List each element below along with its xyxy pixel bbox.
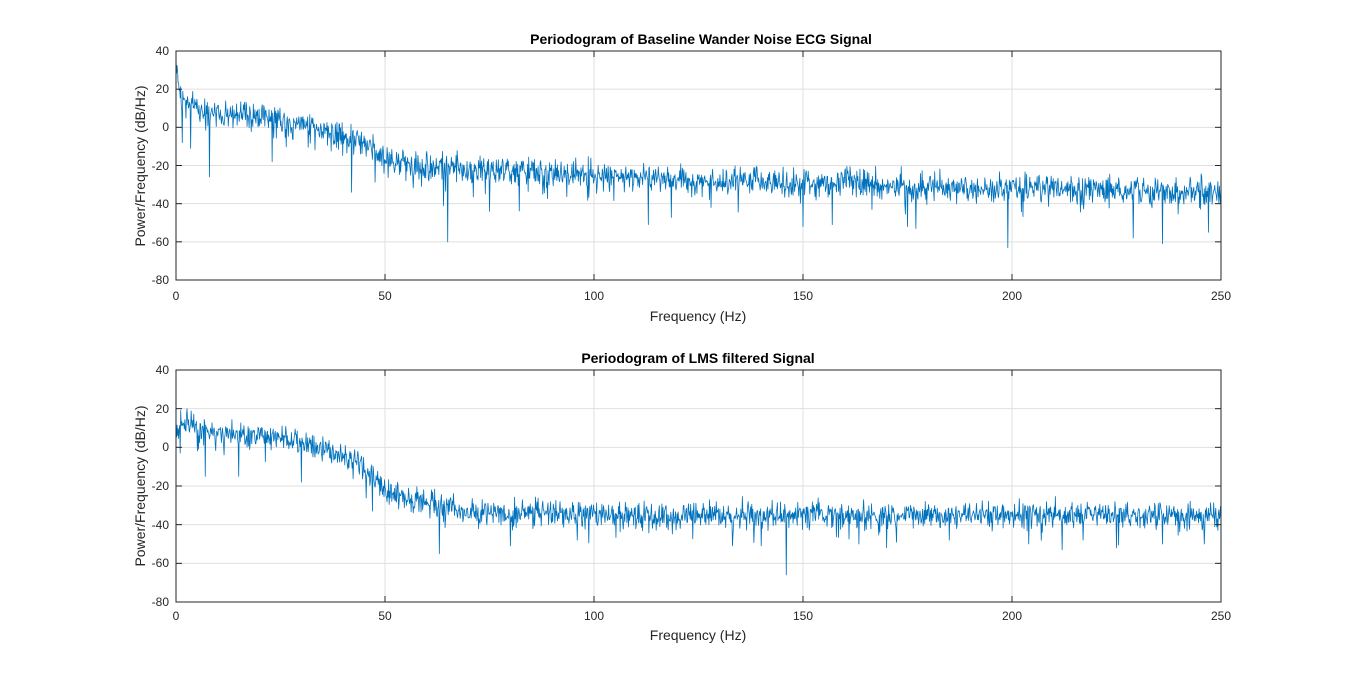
x-tick-label: 100 (584, 289, 604, 303)
y-tick-label: -60 (152, 235, 170, 249)
subplot-baseline-wander: 0 50 100 150 200 250 -80 -60 -40 -20 0 2… (132, 31, 1231, 324)
tick-marks (175, 50, 1222, 281)
series-line (175, 408, 1222, 576)
series-line-container (175, 408, 1222, 576)
x-tick-labels: 0 50 100 150 200 250 (173, 609, 1232, 623)
y-tick-label: -40 (152, 197, 170, 211)
y-tick-label: 40 (156, 44, 170, 58)
x-axis-label: Frequency (Hz) (650, 627, 746, 643)
x-tick-label: 150 (793, 289, 813, 303)
y-tick-label: 20 (156, 82, 170, 96)
x-tick-label: 0 (173, 289, 180, 303)
x-tick-label: 250 (1211, 289, 1231, 303)
y-tick-labels: -80 -60 -40 -20 0 20 40 (152, 363, 170, 609)
tick-marks (175, 369, 1222, 603)
y-axis-label: Power/Frequency (dB/Hz) (132, 85, 148, 246)
chart-title: Periodogram of Baseline Wander Noise ECG… (530, 31, 872, 47)
y-axis-label: Power/Frequency (dB/Hz) (132, 405, 148, 566)
y-tick-label: -60 (152, 556, 170, 570)
x-tick-labels: 0 50 100 150 200 250 (173, 289, 1232, 303)
series-line (175, 58, 1222, 248)
y-tick-label: -80 (152, 595, 170, 609)
y-tick-label: 0 (162, 440, 169, 454)
x-tick-label: 100 (584, 609, 604, 623)
y-tick-label: -40 (152, 518, 170, 532)
y-tick-label: 0 (162, 120, 169, 134)
y-tick-label: -20 (152, 159, 170, 173)
x-axis-label: Frequency (Hz) (650, 308, 746, 324)
x-tick-label: 200 (1002, 289, 1022, 303)
x-tick-label: 50 (378, 289, 392, 303)
series-line-container (175, 58, 1222, 248)
y-tick-label: 40 (156, 363, 170, 377)
x-tick-label: 0 (173, 609, 180, 623)
subplot-lms-filtered: 0 50 100 150 200 250 -80 -60 -40 -20 0 2… (132, 350, 1231, 643)
x-tick-label: 250 (1211, 609, 1231, 623)
chart-title: Periodogram of LMS filtered Signal (581, 350, 814, 366)
y-tick-label: -20 (152, 479, 170, 493)
y-tick-labels: -80 -60 -40 -20 0 20 40 (152, 44, 170, 287)
x-tick-label: 150 (793, 609, 813, 623)
x-tick-label: 200 (1002, 609, 1022, 623)
y-tick-label: -80 (152, 273, 170, 287)
x-tick-label: 50 (378, 609, 392, 623)
y-tick-label: 20 (156, 402, 170, 416)
